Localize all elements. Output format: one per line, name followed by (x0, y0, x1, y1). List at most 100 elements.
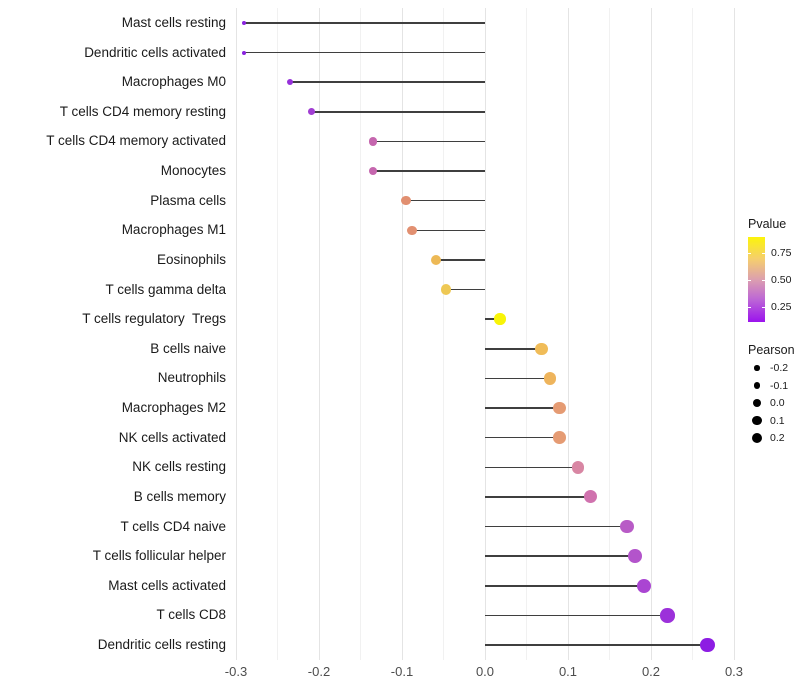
row-label: Dendritic cells activated (84, 44, 226, 60)
lollipop-stem (372, 140, 485, 143)
row-label: T cells CD4 memory resting (59, 103, 226, 119)
lollipop-stem (406, 199, 485, 202)
gridline (692, 8, 693, 660)
lollipop-stem (485, 318, 500, 320)
gridline (733, 8, 735, 660)
gridline (401, 8, 403, 660)
lollipop-stem (485, 348, 542, 350)
pearson-legend-label: -0.2 (770, 362, 789, 374)
row-label: NK cells activated (118, 429, 226, 445)
pearson-legend-label: -0.1 (770, 379, 789, 392)
pearson-legend-label: 0.2 (770, 432, 785, 444)
lollipop-stem (311, 111, 485, 113)
x-axis-tick-label: -0.2 (307, 664, 331, 679)
row-label: Monocytes (160, 163, 226, 179)
row-label: Macrophages M2 (121, 400, 226, 416)
lollipop-dot (583, 490, 597, 504)
gridline (360, 8, 361, 660)
lollipop-stem (485, 496, 591, 498)
gridline (277, 8, 278, 660)
pearson-legend-dot (752, 415, 762, 426)
row-label: T cells CD8 (156, 607, 226, 623)
pearson-legend-label: 0.1 (770, 414, 785, 427)
gridline (526, 8, 527, 660)
row-label: Macrophages M1 (121, 222, 226, 238)
row-label: T cells CD4 naive (120, 518, 226, 534)
lollipop-dot (440, 284, 452, 295)
lollipop-stem (485, 407, 560, 409)
lollipop-stem (485, 466, 578, 469)
pearson-legend-title: Pearson (748, 343, 795, 357)
pvalue-tick-label: 0.25 (771, 301, 792, 313)
pvalue-tick-label: 0.50 (771, 274, 792, 286)
lollipop-stem (485, 436, 560, 439)
lollipop-stem (244, 22, 485, 24)
row-label: Macrophages M0 (121, 74, 226, 90)
gridline (318, 8, 320, 660)
lollipop-dot (401, 195, 411, 206)
row-label: Mast cells resting (121, 15, 226, 30)
gridline (235, 8, 237, 660)
pvalue-bar-notch (748, 253, 751, 254)
pvalue-bar-notch (762, 280, 765, 281)
row-label: T cells CD4 memory activated (46, 133, 226, 149)
pearson-legend-dot (751, 432, 763, 444)
lollipop-dot (553, 431, 566, 444)
lollipop-dot (430, 254, 442, 266)
lollipop-stem (485, 377, 550, 380)
row-label: NK cells resting (132, 459, 226, 475)
lollipop-dot (660, 608, 675, 623)
lollipop-dot (620, 519, 634, 534)
lollipop-stem (485, 555, 636, 557)
lollipop-stem (485, 644, 708, 646)
lollipop-stem (436, 259, 485, 261)
pearson-legend-dot (753, 382, 761, 389)
lollipop-dot (553, 401, 566, 415)
lollipop-stem (485, 585, 645, 587)
pvalue-bar-notch (762, 253, 765, 254)
row-label: Eosinophils (156, 251, 226, 267)
lollipop-dot (368, 166, 378, 176)
row-label: T cells gamma delta (105, 281, 226, 297)
lollipop-dot (242, 20, 247, 26)
row-label: T cells regulatory Tregs (82, 311, 226, 327)
x-axis-tick-label: 0.1 (558, 664, 578, 679)
row-label: B cells memory (133, 488, 226, 504)
gridline (484, 8, 486, 660)
lollipop-dot (543, 372, 556, 385)
lollipop-dot (308, 108, 315, 116)
pvalue-bar-notch (748, 280, 751, 281)
lollipop-dot (535, 342, 548, 355)
lollipop-dot (637, 578, 652, 593)
row-label: Plasma cells (150, 192, 226, 208)
pearson-legend-label: 0.0 (770, 397, 785, 409)
lollipop-dot (571, 460, 585, 474)
x-axis-tick-label: -0.3 (224, 664, 248, 679)
row-label: Mast cells activated (108, 577, 226, 593)
lollipop-dot (286, 79, 293, 86)
lollipop-dot (407, 225, 417, 236)
lollipop-stem (485, 614, 668, 617)
row-label: Dendritic cells resting (97, 637, 226, 653)
row-label: T cells follicular helper (92, 548, 226, 564)
pearson-legend-dot (753, 399, 761, 407)
lollipop-dot (699, 637, 715, 653)
lollipop-dot (494, 313, 506, 325)
row-label: B cells naive (150, 340, 226, 356)
pearson-legend-dot (754, 365, 760, 371)
lollipop-dot (242, 50, 247, 55)
row-label: Neutrophils (157, 370, 226, 386)
pvalue-bar-notch (748, 307, 751, 308)
lollipop-stem (289, 81, 485, 83)
pvalue-gradient-bar (748, 237, 765, 322)
lollipop-stem (244, 51, 485, 54)
gridline (609, 8, 610, 660)
x-axis-tick-label: 0.2 (641, 664, 661, 679)
lollipop-stem (445, 288, 485, 291)
gridline (443, 8, 444, 660)
x-axis-tick-label: 0.0 (475, 664, 495, 679)
lollipop-stem (411, 229, 485, 232)
lollipop-stem (485, 525, 627, 528)
gridline (650, 8, 652, 660)
